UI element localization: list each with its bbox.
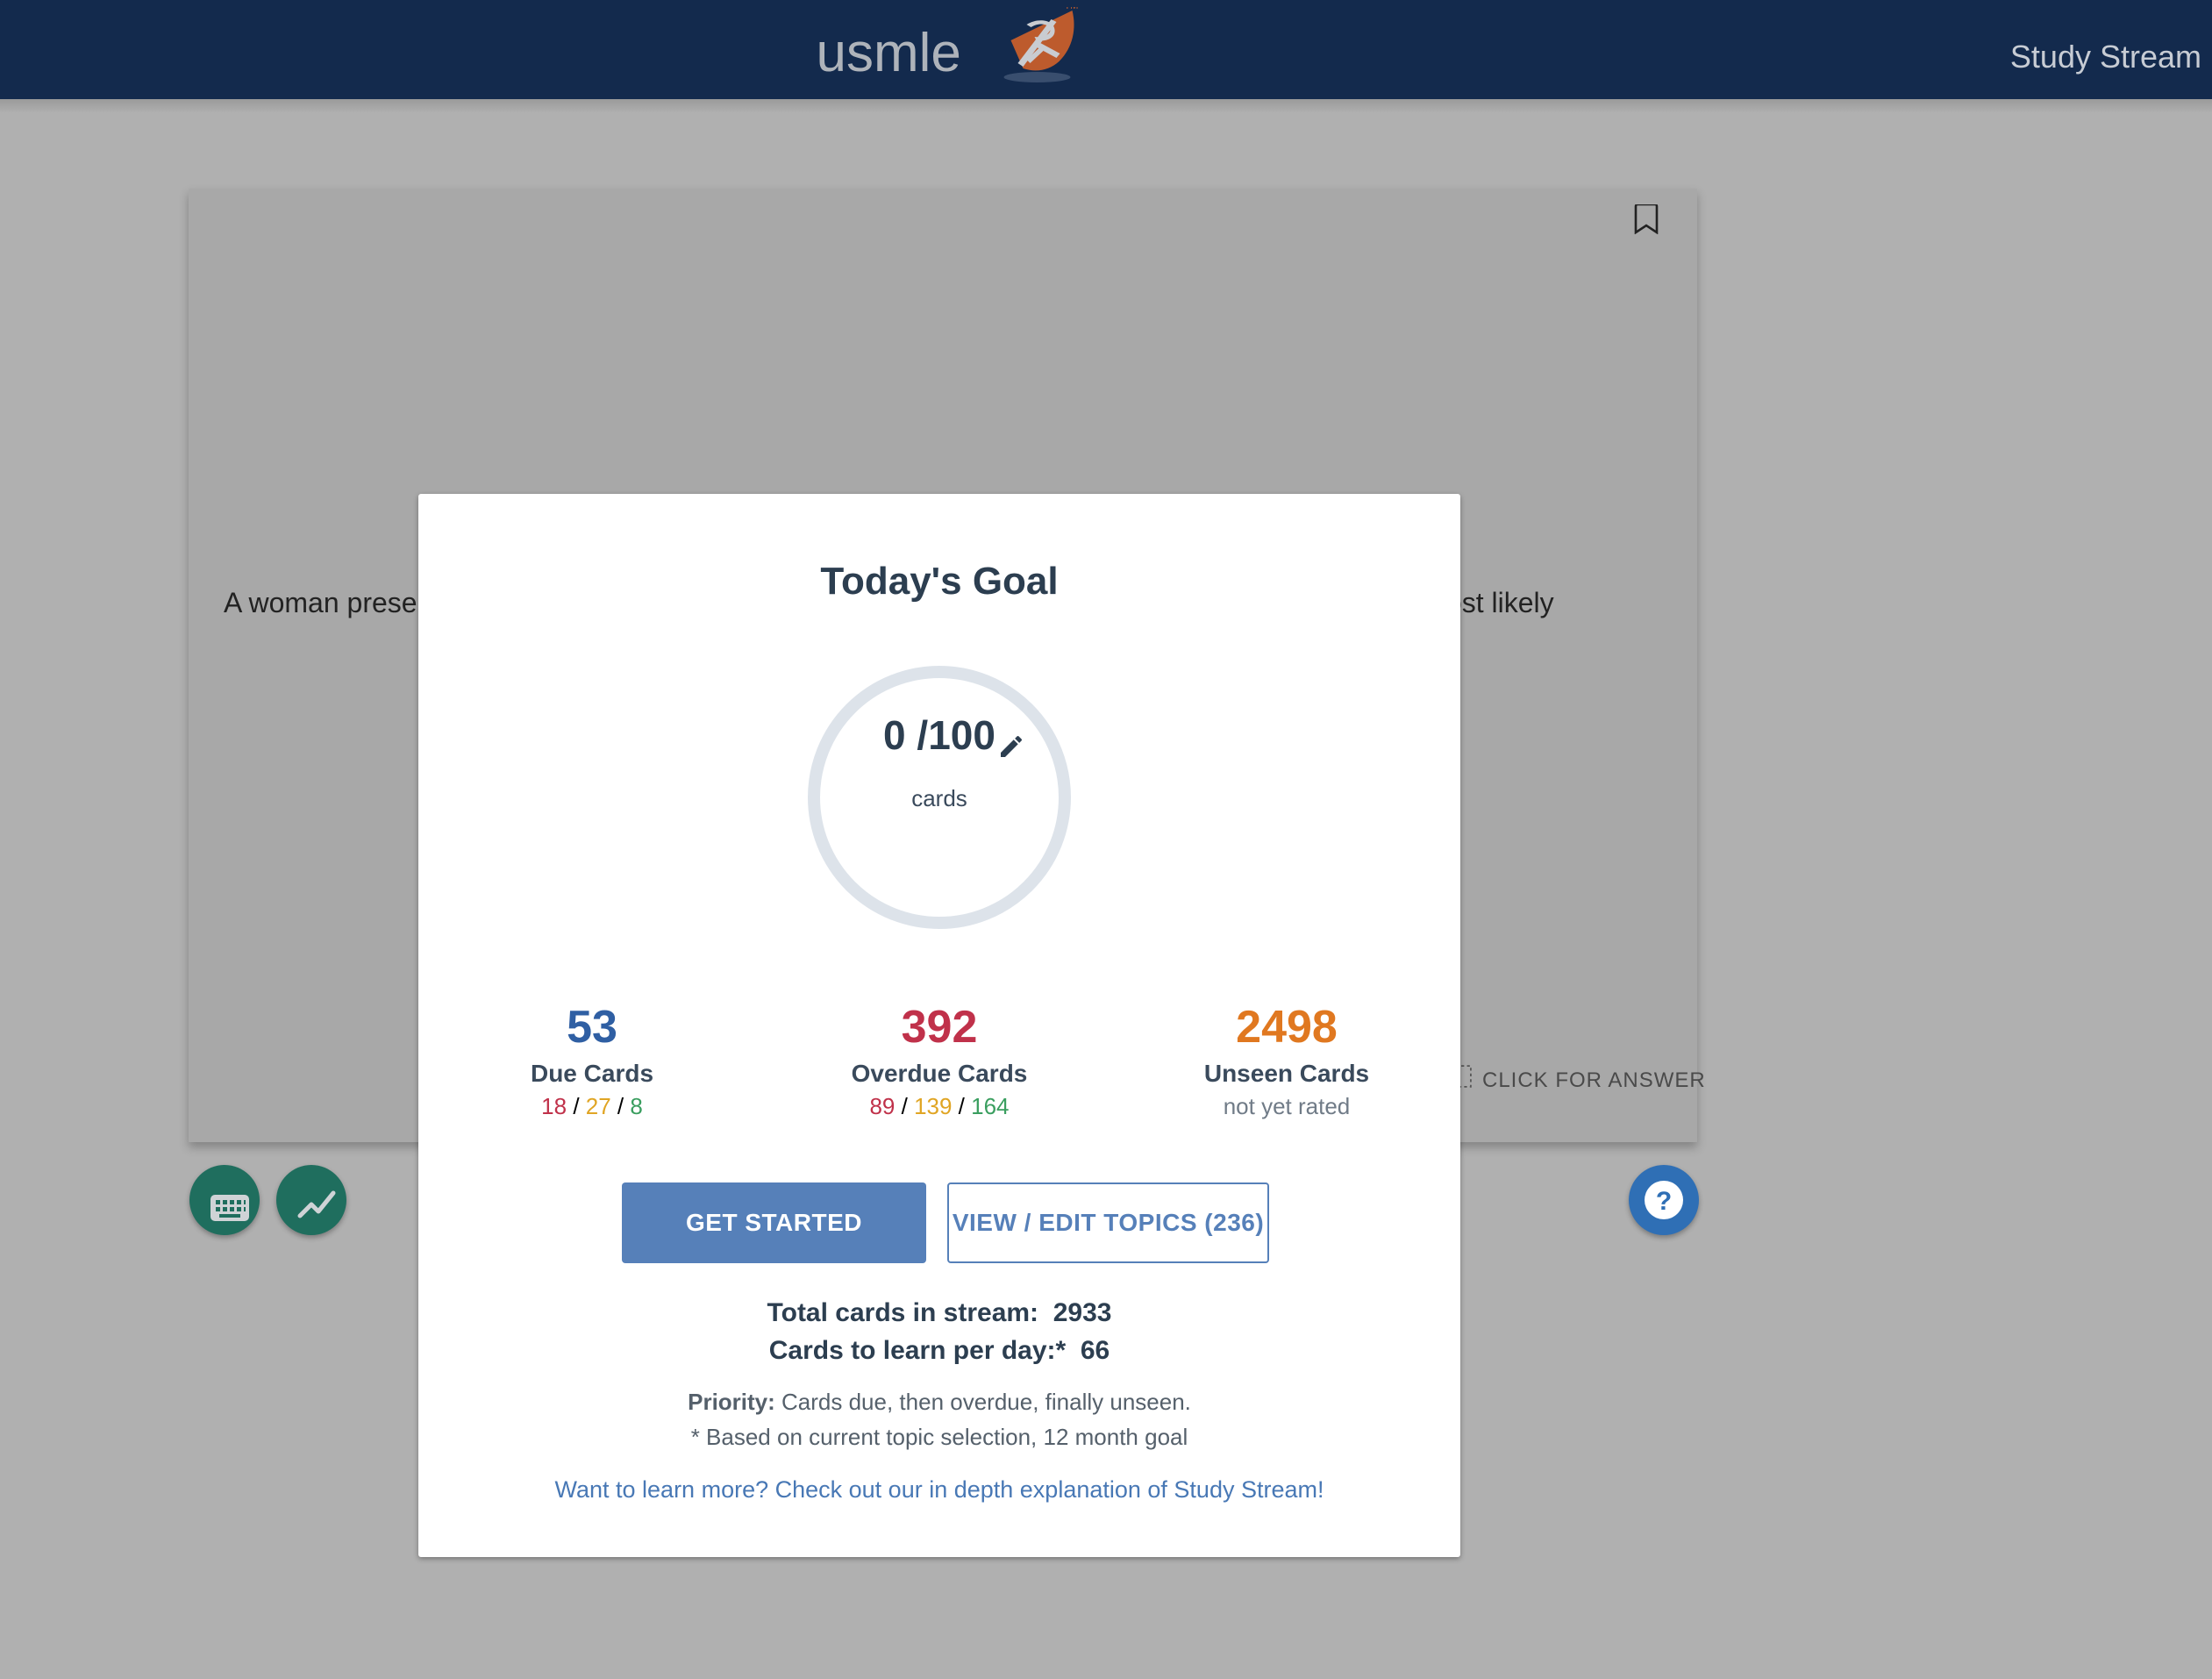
svg-text:?: ? xyxy=(1656,1187,1672,1216)
svg-text:usmle: usmle xyxy=(817,23,961,83)
svg-text:TM: TM xyxy=(1065,7,1079,11)
